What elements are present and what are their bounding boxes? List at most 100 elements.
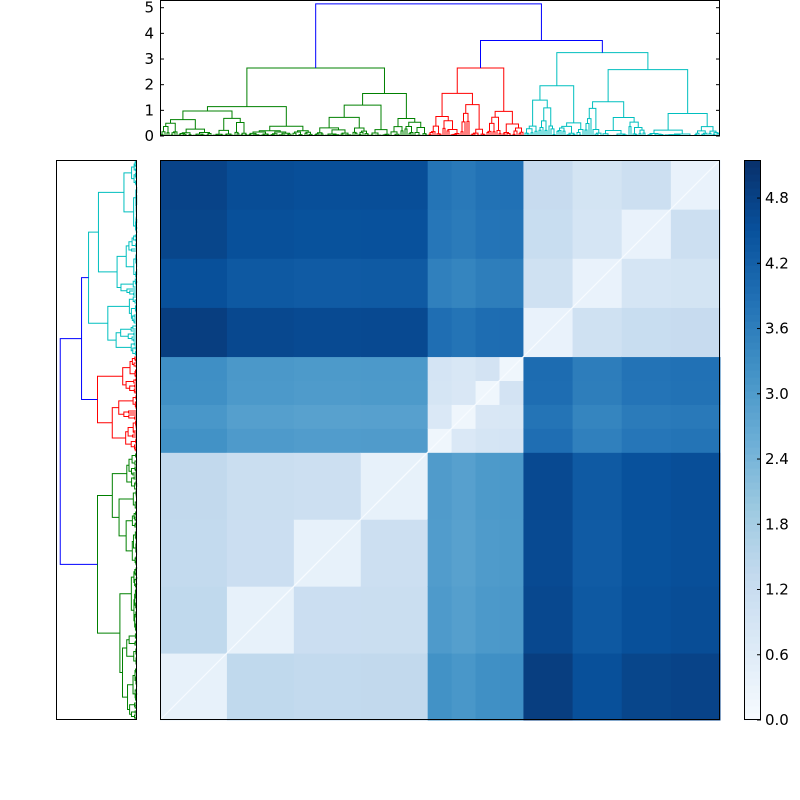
top-dendrogram-link-cluster-2 — [463, 112, 469, 122]
top-dendrogram-y-tick-label: 2 — [144, 76, 154, 94]
heatmap-cell — [451, 307, 477, 358]
top-dendrogram-link-cluster-3 — [532, 99, 548, 127]
left-dendrogram-link-cluster-3 — [130, 343, 135, 352]
colorbar-segment — [744, 685, 761, 693]
top-dendrogram-link-cluster-3 — [541, 120, 547, 131]
left-dendrogram-link-cluster-1 — [134, 714, 137, 719]
heatmap-cell — [572, 653, 623, 721]
heatmap-cell — [499, 307, 524, 358]
left-dendrogram-frame — [56, 160, 137, 720]
left-dendrogram-link-cluster-3 — [133, 332, 137, 336]
left-dendrogram-link-cluster-3 — [129, 290, 137, 295]
colorbar-segment — [744, 265, 761, 273]
left-dendrogram-link-cluster-3 — [132, 347, 136, 354]
heatmap-cell — [670, 356, 721, 381]
colorbar-tick-label: 1.8 — [765, 515, 789, 533]
top-dendrogram-link-cluster-2 — [519, 131, 524, 136]
left-dendrogram-link-cluster-1 — [128, 458, 133, 472]
colorbar-segment — [744, 454, 761, 462]
heatmap-cell — [160, 258, 228, 308]
heatmap-cell — [427, 586, 453, 654]
top-dendrogram-link-cluster-2 — [498, 133, 502, 136]
top-dendrogram-link-cluster-1 — [246, 67, 385, 107]
heatmap-cell — [293, 428, 362, 453]
left-dendrogram-link-cluster-3 — [126, 288, 137, 293]
heatmap-cell — [499, 452, 524, 520]
heatmap-cell — [360, 404, 429, 429]
heatmap-cell — [360, 653, 429, 721]
heatmap-cell — [293, 586, 362, 654]
top-dendrogram-link-cluster-1 — [207, 133, 212, 136]
left-dendrogram-link-cluster-1 — [131, 541, 136, 561]
top-dendrogram-link-cluster-2 — [435, 116, 449, 127]
heatmap-cell — [670, 586, 721, 654]
top-dendrogram-link-cluster-1 — [163, 126, 169, 133]
heatmap-frame — [160, 160, 720, 720]
heatmap-cell — [621, 307, 672, 358]
heatmap-cell — [293, 160, 362, 210]
heatmap-cell — [572, 404, 623, 429]
heatmap-cell — [523, 653, 574, 721]
colorbar-tick-label: 4.2 — [765, 254, 789, 272]
top-dendrogram-link-cluster-3 — [561, 125, 572, 134]
top-dendrogram-link-cluster-1 — [374, 129, 388, 135]
top-dendrogram-link-cluster-3 — [584, 129, 588, 136]
colorbar-gradient — [744, 160, 761, 721]
left-dendrogram-link-cluster-1 — [131, 477, 135, 487]
heatmap-cell — [427, 519, 453, 587]
left-dendrogram-link-cluster-2 — [128, 410, 137, 414]
heatmap-cell — [360, 380, 429, 405]
left-dendrogram-link-cluster-3 — [130, 327, 137, 332]
heatmap-cell — [499, 428, 524, 453]
heatmap-cell — [226, 209, 295, 259]
colorbar: 0.0 0.6 1.2 1.8 2.4 3.0 3.6 4.2 4.8 — [744, 160, 789, 729]
top-dendrogram-link-cluster-2 — [505, 123, 519, 133]
heatmap-cell — [523, 356, 574, 381]
heatmap-cell — [670, 653, 721, 721]
left-dendrogram-link-cluster-1 — [97, 495, 120, 634]
heatmap-cell — [451, 452, 477, 520]
heatmap-cell — [475, 356, 500, 381]
heatmap-cell — [451, 519, 477, 587]
top-dendrogram-frame — [160, 0, 720, 136]
left-dendrogram-link-cluster-1 — [132, 492, 136, 506]
colorbar-tick-label: 0.0 — [765, 711, 789, 729]
colorbar-segment — [744, 244, 761, 252]
colorbar-segment — [744, 188, 761, 196]
colorbar-segment — [744, 363, 761, 371]
top-dendrogram-link-cluster-1 — [422, 133, 427, 136]
top-dendrogram-link-cluster-2 — [441, 92, 473, 117]
top-dendrogram-link-cluster-3 — [638, 133, 642, 136]
top-dendrogram-link-cluster-1 — [319, 127, 339, 133]
top-dendrogram-link-cluster-2 — [513, 130, 518, 136]
colorbar-segment — [744, 167, 761, 175]
left-dendrogram-link-cluster-3 — [132, 325, 137, 330]
top-dendrogram-link-cluster-1 — [343, 104, 382, 130]
left-dendrogram-link-cluster-3 — [97, 191, 124, 273]
left-dendrogram-link-cluster-1 — [134, 482, 137, 490]
top-dendrogram-link-cluster-3 — [642, 132, 646, 136]
left-dendrogram-link-cluster-3 — [134, 299, 137, 304]
heatmap-cell — [226, 380, 295, 405]
colorbar-axis: 0.0 0.6 1.2 1.8 2.4 3.0 3.6 4.2 4.8 — [757, 189, 789, 729]
heatmap-cell — [572, 356, 623, 381]
top-dendrogram-link-cluster-1 — [408, 133, 412, 136]
top-dendrogram-link-cluster-3 — [528, 125, 537, 132]
heatmap-cell — [572, 160, 623, 210]
top-dendrogram-link-cluster-2 — [515, 127, 522, 133]
heatmap-cell — [572, 307, 623, 358]
colorbar-segment — [744, 566, 761, 574]
left-dendrogram-link-cluster-2 — [125, 381, 134, 389]
colorbar-segment — [744, 524, 761, 532]
heatmap-cell — [475, 209, 500, 259]
top-dendrogram-link-cluster-3 — [526, 133, 530, 136]
heatmap-cell — [360, 307, 429, 358]
heatmap-cell — [427, 404, 453, 429]
colorbar-segment — [744, 671, 761, 679]
top-dendrogram-link-cluster-1 — [249, 132, 257, 135]
colorbar-segment — [744, 580, 761, 588]
colorbar-tick-label: 2.4 — [765, 450, 789, 468]
heatmap-cell — [293, 307, 362, 358]
top-dendrogram-link-cluster-3 — [605, 129, 622, 134]
heatmap-cell — [160, 209, 228, 259]
